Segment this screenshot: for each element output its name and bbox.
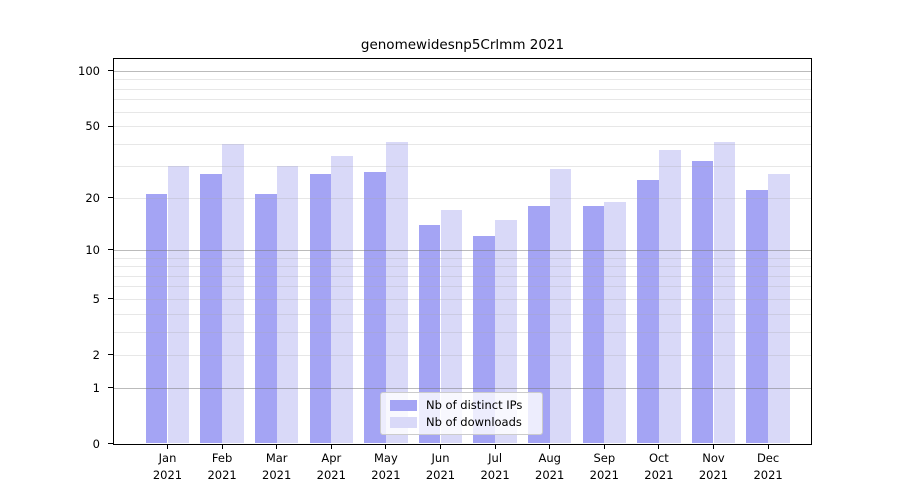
legend-swatch-distinct-ips (390, 399, 417, 411)
y-tick-label: 0 (92, 436, 100, 451)
plot-area (114, 59, 811, 444)
y-tick-label: 2 (92, 347, 100, 362)
chart-title: genomewidesnp5Crlmm 2021 (360, 37, 565, 53)
bar-ips-may (364, 171, 386, 444)
bar-ips-aug (527, 205, 550, 444)
gridline-minor (114, 79, 811, 81)
x-tick-label-oct: Oct 2021 (644, 450, 674, 482)
bar-ips-dec (746, 190, 769, 444)
bar-ips-jun (418, 224, 441, 444)
gridline-minor (114, 111, 811, 113)
y-tick-label: 50 (85, 119, 100, 134)
bar-ips-jul (473, 236, 496, 444)
y-tick-label: 100 (78, 63, 100, 78)
bar-downloads-oct (658, 149, 681, 444)
y-tick-label: 10 (85, 242, 100, 257)
bar-ips-jan (145, 193, 168, 444)
x-tick-label-mar: Mar 2021 (262, 450, 292, 482)
gridline-major (114, 70, 811, 72)
y-tick-mark (108, 70, 113, 72)
bar-ips-apr (309, 174, 332, 444)
bar-downloads-apr (331, 156, 354, 444)
x-tick-mark (221, 444, 223, 449)
bar-downloads-feb (222, 143, 244, 444)
gridline-minor (114, 99, 811, 101)
bar-ips-nov (691, 161, 714, 444)
gridline-minor (114, 126, 811, 128)
x-tick-mark (385, 444, 387, 449)
bar-downloads-jun (440, 210, 463, 444)
legend: Nb of distinct IPs Nb of downloads (380, 392, 543, 435)
x-tick-mark (494, 444, 496, 449)
y-tick-mark (108, 249, 113, 251)
legend-label-downloads: Nb of downloads (426, 415, 522, 429)
legend-label-distinct-ips: Nb of distinct IPs (426, 398, 523, 412)
x-tick-mark (549, 444, 551, 449)
gridline-minor (114, 143, 811, 145)
x-tick-label-jun: Jun 2021 (425, 450, 456, 482)
x-tick-mark (767, 444, 769, 449)
bar-downloads-may (385, 141, 408, 444)
x-tick-label-aug: Aug 2021 (535, 450, 565, 482)
x-tick-label-jan: Jan 2021 (152, 450, 183, 482)
bar-downloads-mar (276, 166, 299, 444)
bar-ips-oct (637, 180, 659, 444)
bar-ips-sep (582, 205, 605, 444)
x-tick-label-sep: Sep 2021 (589, 450, 619, 482)
bar-downloads-aug (549, 168, 572, 444)
x-tick-label-nov: Nov 2021 (698, 450, 729, 482)
y-tick-mark (108, 197, 113, 199)
y-tick-mark (108, 387, 113, 389)
bar-ips-mar (254, 193, 277, 444)
x-tick-label-may: May 2021 (371, 450, 401, 482)
y-tick-label: 5 (92, 291, 100, 306)
x-tick-mark (276, 444, 278, 449)
bar-downloads-nov (713, 141, 736, 444)
y-tick-mark (108, 125, 113, 127)
bar-ips-feb (200, 174, 223, 444)
y-tick-mark (108, 443, 113, 444)
bar-downloads-jul (495, 219, 517, 444)
y-tick-mark (108, 354, 113, 356)
bar-downloads-dec (768, 174, 790, 444)
y-tick-mark (108, 298, 113, 300)
x-tick-label-feb: Feb 2021 (207, 450, 237, 482)
legend-item-downloads: Nb of downloads (381, 415, 542, 429)
x-tick-label-apr: Apr 2021 (316, 450, 346, 482)
x-tick-mark (440, 444, 441, 449)
gridline-minor (114, 88, 811, 90)
y-tick-label: 20 (85, 190, 100, 205)
x-tick-mark (658, 444, 660, 449)
x-tick-label-dec: Dec 2021 (753, 450, 783, 482)
x-tick-mark (713, 444, 714, 449)
bar-downloads-sep (604, 201, 627, 444)
legend-swatch-downloads (390, 416, 417, 428)
legend-item-distinct-ips: Nb of distinct IPs (381, 398, 542, 412)
bar-downloads-jan (167, 166, 190, 444)
x-tick-label-jul: Jul 2021 (480, 450, 510, 482)
x-tick-mark (603, 444, 605, 449)
y-tick-label: 1 (92, 380, 100, 395)
x-tick-mark (330, 444, 332, 449)
x-tick-mark (167, 444, 168, 449)
